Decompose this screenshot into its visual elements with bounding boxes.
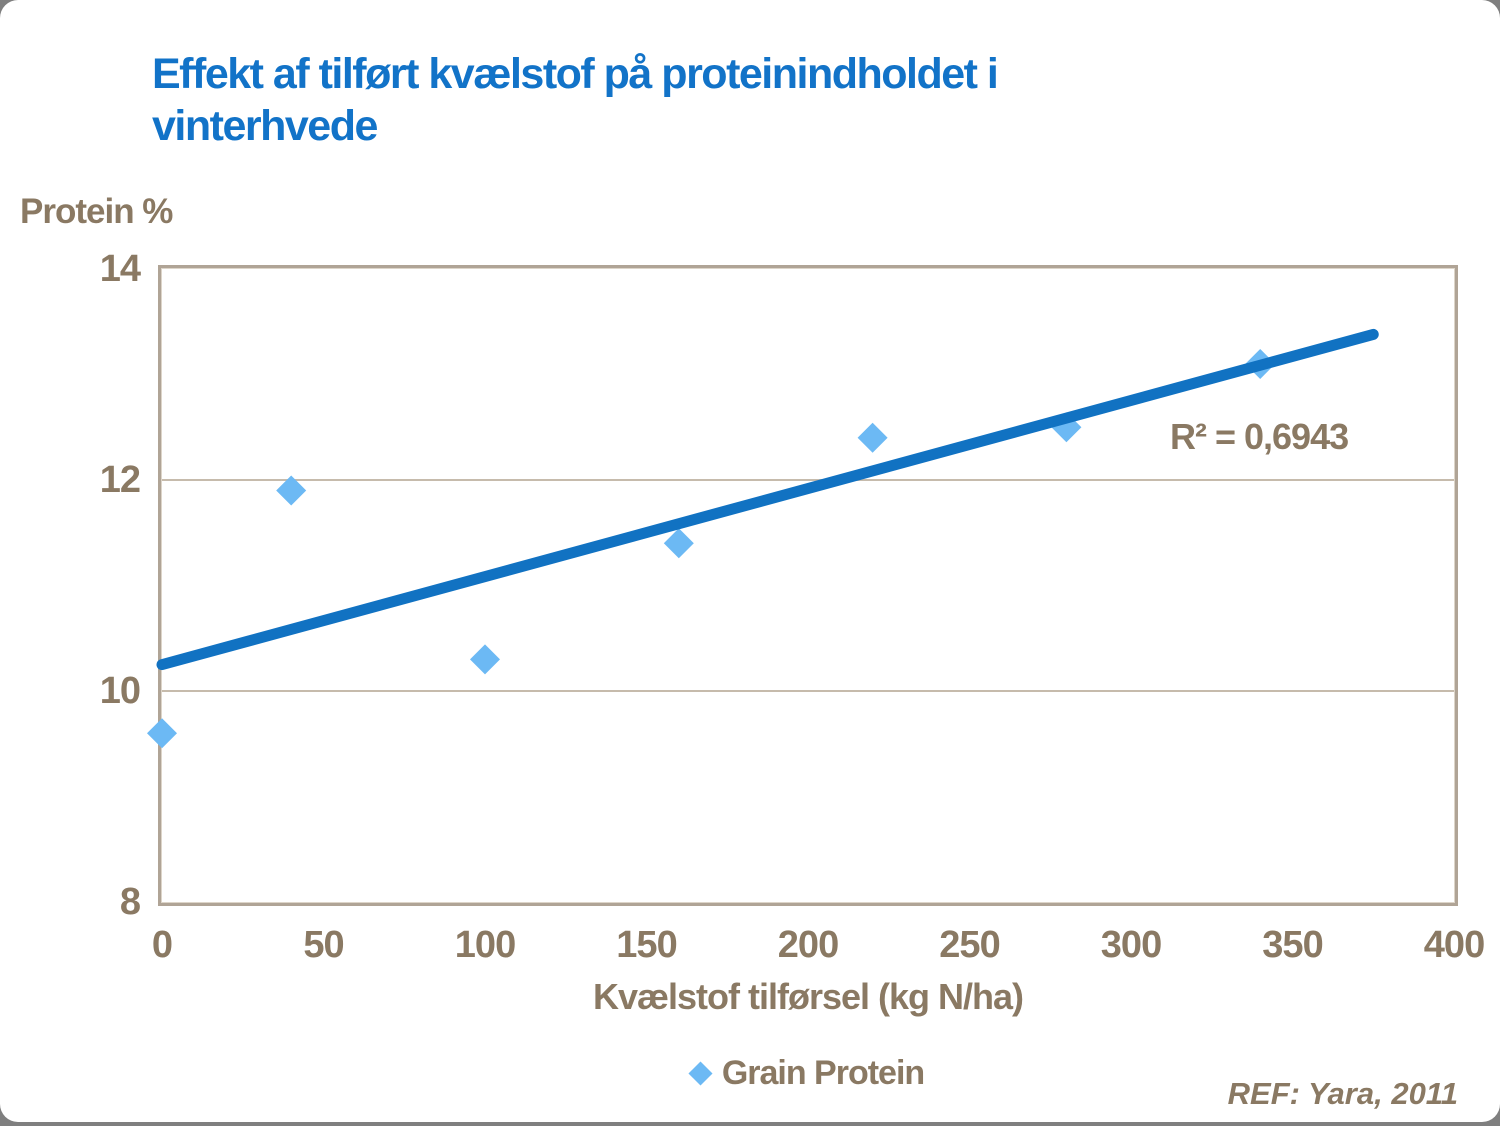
x-tick-label: 0 [151,924,173,966]
page-title-line-2: vinterhvede [152,102,378,151]
trendline [156,328,1379,671]
y-axis-ticks: 8 10 12 14 [0,0,141,1126]
x-tick-label: 100 [454,924,516,966]
chart-legend: Grain Protein [162,1054,1454,1093]
legend-label: Grain Protein [721,1054,925,1092]
plot-canvas [147,328,1454,749]
y-tick-label: 12 [99,459,141,501]
data-point-diamond [663,528,694,559]
y-tick-label: 8 [119,881,141,923]
data-point-diamond [470,644,500,675]
y-tick-label: 14 [99,248,141,290]
x-axis-title: Kvælstof tilførsel (kg N/ha) [592,976,1024,1017]
page-title-line-1: Effekt af tilført kvælstof på proteinind… [152,50,999,98]
x-tick-label: 200 [777,924,839,966]
x-axis-ticks: 0 50 100 150 200 250 300 350 400 [152,924,1485,974]
r-squared-annotation: R² = 0,6943 [1170,416,1349,457]
x-tick-label: 350 [1262,924,1323,966]
x-tick-label: 400 [1423,924,1485,966]
y-axis-title: Protein % [20,192,173,231]
x-tick-label: 250 [939,924,1000,966]
data-point-diamond [147,718,177,749]
x-tick-label: 300 [1100,924,1162,966]
x-tick-label: 50 [303,924,344,966]
legend-diamond-icon [688,1061,713,1086]
x-tick-label: 150 [616,924,677,966]
page-title: Effekt af tilført kvælstof på proteinind… [152,48,1402,153]
data-point-diamond [857,422,888,453]
data-point-diamond [276,475,307,506]
y-tick-label: 10 [99,670,141,712]
reference-note: REF: Yara, 2011 [1227,1076,1458,1111]
